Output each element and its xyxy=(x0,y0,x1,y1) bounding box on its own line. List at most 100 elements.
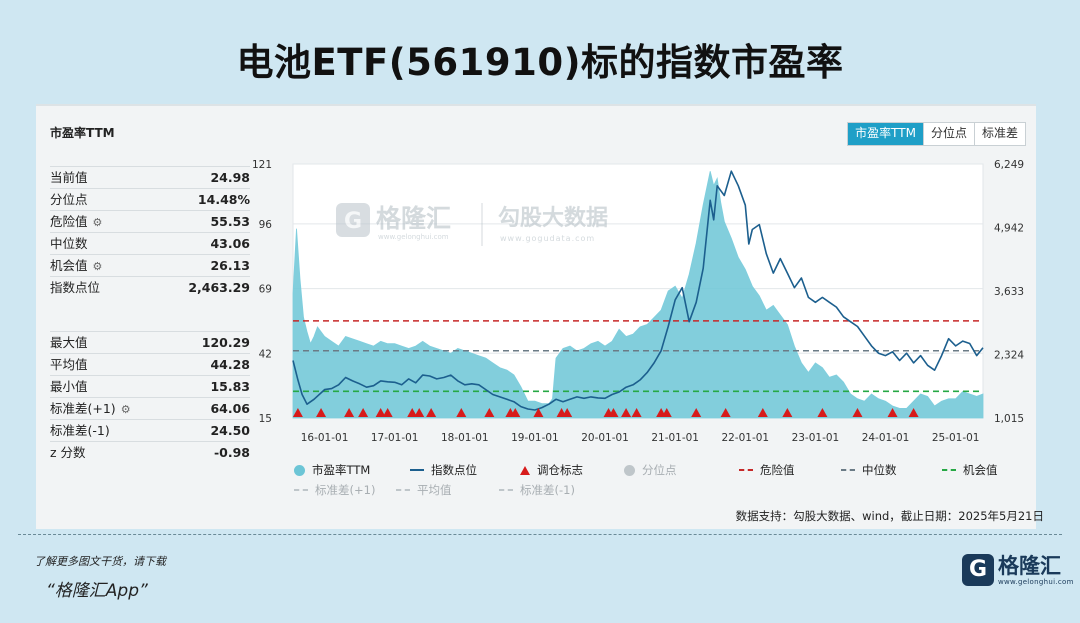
legend-label: 危险值 xyxy=(760,463,795,477)
stat-row: 分位点 14.48% xyxy=(50,188,250,210)
reference-lines xyxy=(293,320,983,393)
rebalance-marker xyxy=(510,408,521,417)
x-tick-label: 24-01-01 xyxy=(862,432,910,444)
rebalance-marker xyxy=(720,408,731,417)
stat-value: 64.06 xyxy=(210,401,250,416)
legend-item[interactable]: 指数点位 xyxy=(410,462,477,478)
tab-percentile[interactable]: 分位点 xyxy=(922,123,974,145)
rebalance-marker xyxy=(562,408,573,417)
y-left-tick-label: 42 xyxy=(259,348,272,360)
axes: 15 42 69 96 121 1,015 2,324 3,633 4,942 6,249 16-0… xyxy=(252,159,1024,444)
pe-area-path xyxy=(292,171,984,419)
footer-hint: 了解更多图文干货，请下载 xyxy=(34,555,166,568)
legend-swatch xyxy=(410,469,424,471)
stat-label: 中位数 xyxy=(50,236,88,251)
rebalance-markers xyxy=(292,408,919,417)
legend-swatch xyxy=(841,469,855,471)
legend-item[interactable]: 平均值 xyxy=(396,482,452,498)
legend-item[interactable]: 调仓标志 xyxy=(520,462,583,478)
gear-icon[interactable]: ⚙ xyxy=(92,216,103,229)
gelonghui-logo-icon: G xyxy=(962,554,994,586)
stat-label: 机会值 ⚙ xyxy=(50,255,102,278)
rebalance-marker xyxy=(358,408,369,417)
x-tick-label: 22-01-01 xyxy=(721,432,769,444)
rebalance-marker xyxy=(817,408,828,417)
legend-swatch xyxy=(942,469,956,471)
legend-item[interactable]: 危险值 xyxy=(739,462,795,478)
legend-label: 机会值 xyxy=(963,463,998,477)
pe-chart: G 格隆汇 www.gelonghui.com 勾股大数据 www.goguda… xyxy=(252,159,1024,444)
rebalance-marker xyxy=(621,408,632,417)
legend-item[interactable]: 市盈率TTM xyxy=(294,462,370,478)
x-tick-label: 17-01-01 xyxy=(371,432,419,444)
stat-row: 指数点位 2,463.29 xyxy=(50,276,250,298)
legend-label: 市盈率TTM xyxy=(312,463,371,477)
rebalance-marker xyxy=(852,408,863,417)
stat-label: 最大值 xyxy=(50,335,88,350)
x-tick-label: 20-01-01 xyxy=(581,432,629,444)
tab-pe-ttm[interactable]: 市盈率TTM xyxy=(848,123,923,145)
panel-title: 市盈率TTM xyxy=(50,126,115,140)
stat-label: 指数点位 xyxy=(50,280,101,295)
legend-label: 调仓标志 xyxy=(537,463,583,477)
rebalance-marker xyxy=(426,408,437,417)
legend-label: 指数点位 xyxy=(431,463,477,477)
x-tick-label: 25-01-01 xyxy=(932,432,980,444)
y-right-tick-label: 4,942 xyxy=(994,222,1024,234)
gear-icon[interactable]: ⚙ xyxy=(92,260,103,273)
footer-logo-url: www.gelonghui.com xyxy=(998,578,1074,586)
index-line-path xyxy=(292,170,984,411)
legend-swatch xyxy=(739,469,753,471)
page-title: 电池ETF(561910)标的指数市盈率 xyxy=(236,41,844,84)
rebalance-marker xyxy=(375,408,386,417)
x-tick-label: 23-01-01 xyxy=(792,432,840,444)
legend-label: 标准差(+1) xyxy=(315,483,376,497)
legend-item[interactable]: 中位数 xyxy=(841,462,897,478)
stats-top-table: 当前值 24.98 分位点 14.48% 危险值 ⚙ 55.53 中位数 43.06 机会值 ⚙ 26… xyxy=(50,166,250,298)
legend-item[interactable]: 标准差(+1) xyxy=(294,482,375,498)
stat-label: 平均值 xyxy=(50,357,88,372)
stat-label: z 分数 xyxy=(50,445,86,460)
y-right-tick-label: 2,324 xyxy=(994,349,1024,361)
stat-row: 标准差(-1) 24.50 xyxy=(50,419,250,441)
watermark: G 格隆汇 www.gelonghui.com 勾股大数据 www.goguda… xyxy=(336,203,608,246)
rebalance-marker xyxy=(908,408,919,417)
gear-icon[interactable]: ⚙ xyxy=(120,403,131,416)
rebalance-marker xyxy=(887,408,898,417)
tab-std-dev[interactable]: 标准差 xyxy=(973,123,1025,145)
legend-item[interactable]: 机会值 xyxy=(942,462,998,478)
data-source-note: 数据支持：勾股大数据、wind，截止日期：2025年5月21日 xyxy=(735,509,1044,523)
stat-row: 标准差(+1) ⚙ 64.06 xyxy=(50,397,250,419)
stat-label: 分位点 xyxy=(50,192,88,207)
legend-item[interactable]: 标准差(-1) xyxy=(499,482,575,498)
rebalance-marker xyxy=(484,408,495,417)
watermark-data-url: www.gogudata.com xyxy=(500,234,595,243)
stat-row: 平均值 44.28 xyxy=(50,353,250,375)
rebalance-marker xyxy=(344,408,355,417)
rebalance-marker xyxy=(631,408,642,417)
y-right-tick-label: 1,015 xyxy=(994,413,1024,425)
stat-value: 14.48% xyxy=(197,192,250,207)
rebalance-marker xyxy=(407,408,418,417)
legend-label: 分位点 xyxy=(642,463,677,477)
watermark-brand: 格隆汇 xyxy=(376,204,451,233)
legend-swatch xyxy=(624,464,635,476)
rebalance-marker xyxy=(456,408,467,417)
stat-label: 当前值 xyxy=(50,170,88,185)
x-tick-label: 21-01-01 xyxy=(651,432,699,444)
rebalance-marker xyxy=(608,408,619,417)
stat-row: 机会值 ⚙ 26.13 xyxy=(50,254,250,276)
chart-card: 市盈率TTM 当前值 24.98 分位点 14.48% 危险值 ⚙ 55.53 中位数 43.0… xyxy=(36,104,1036,529)
stat-row: 最小值 15.83 xyxy=(50,375,250,397)
watermark-data-name: 勾股大数据 xyxy=(498,205,608,231)
y-right-tick-label: 6,249 xyxy=(994,159,1024,171)
footer-logo[interactable]: G 格隆汇 www.gelonghui.com xyxy=(962,554,1074,586)
metric-tabs: 市盈率TTM 分位点 标准差 xyxy=(847,122,1026,146)
y-left-tick-label: 96 xyxy=(259,219,273,231)
y-left-tick-label: 121 xyxy=(252,159,272,171)
stats-bottom-table: 最大值 120.29 平均值 44.28 最小值 15.83 标准差(+1) ⚙ 64.06 标准… xyxy=(50,331,250,463)
stat-value: 26.13 xyxy=(210,258,250,273)
legend-item[interactable]: 分位点 xyxy=(624,462,677,478)
rebalance-marker xyxy=(316,408,327,417)
stat-label: 标准差(-1) xyxy=(50,423,110,438)
